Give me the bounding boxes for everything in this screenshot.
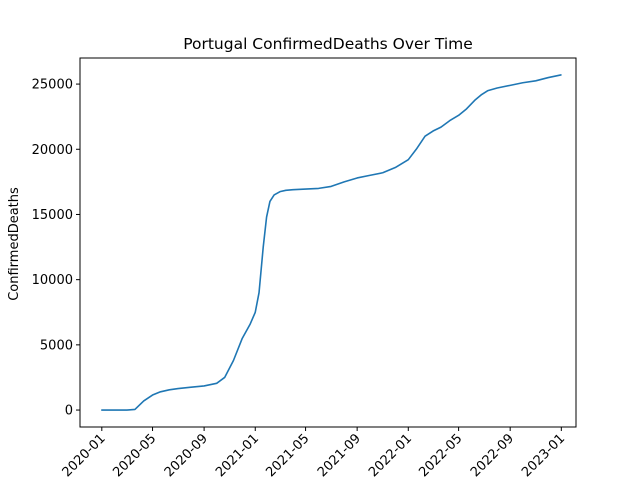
y-tick-label: 5000 (40, 338, 73, 353)
axes-frame (79, 57, 577, 428)
y-axis-label: ConfirmedDeaths (7, 187, 22, 301)
series-line-0 (101, 74, 562, 411)
y-tick-label: 10000 (32, 273, 73, 288)
y-tick-label: 15000 (32, 208, 73, 223)
y-tick-label: 25000 (32, 78, 73, 93)
y-tick-label: 20000 (32, 143, 73, 158)
chart-title: Portugal ConfirmedDeaths Over Time (183, 35, 473, 53)
y-tick-label: 0 (65, 404, 73, 419)
